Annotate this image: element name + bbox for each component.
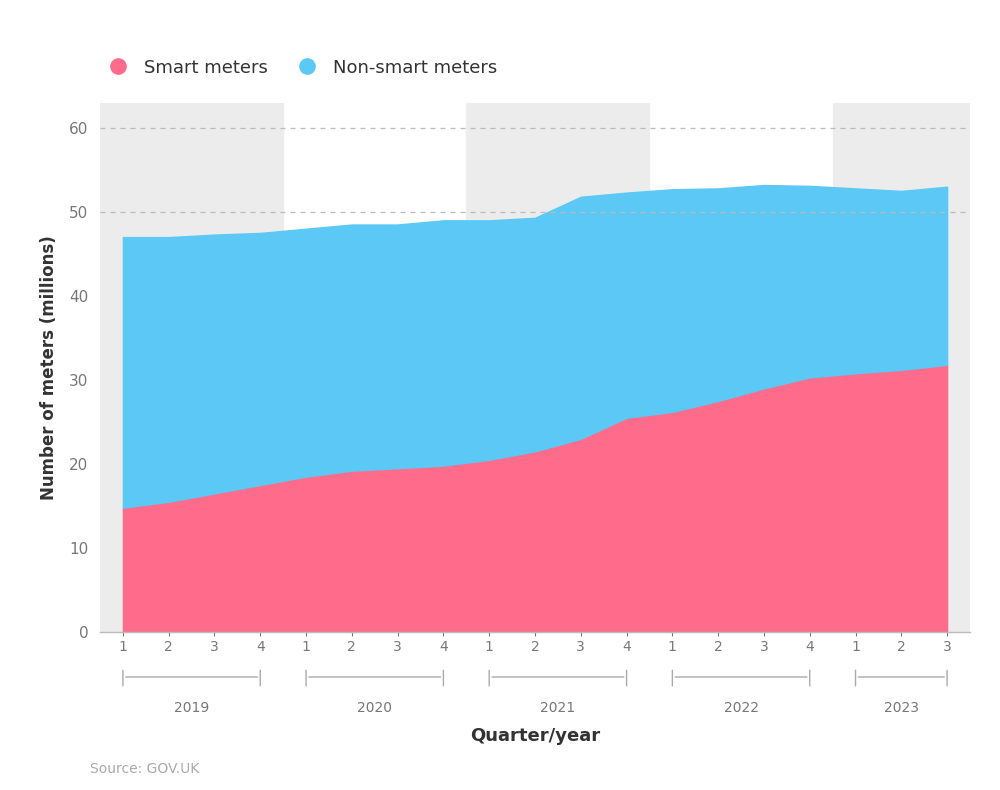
Y-axis label: Number of meters (millions): Number of meters (millions) bbox=[40, 235, 58, 500]
Text: 2022: 2022 bbox=[724, 701, 759, 715]
X-axis label: Quarter/year: Quarter/year bbox=[470, 727, 600, 744]
Legend: Smart meters, Non-smart meters: Smart meters, Non-smart meters bbox=[100, 58, 497, 77]
Bar bbox=[100, 103, 283, 632]
Text: 2019: 2019 bbox=[174, 701, 209, 715]
Bar bbox=[466, 103, 649, 632]
Text: 2021: 2021 bbox=[540, 701, 575, 715]
Text: Source: GOV.UK: Source: GOV.UK bbox=[90, 762, 199, 776]
Bar bbox=[833, 103, 970, 632]
Text: 2020: 2020 bbox=[357, 701, 392, 715]
Text: 2023: 2023 bbox=[884, 701, 919, 715]
